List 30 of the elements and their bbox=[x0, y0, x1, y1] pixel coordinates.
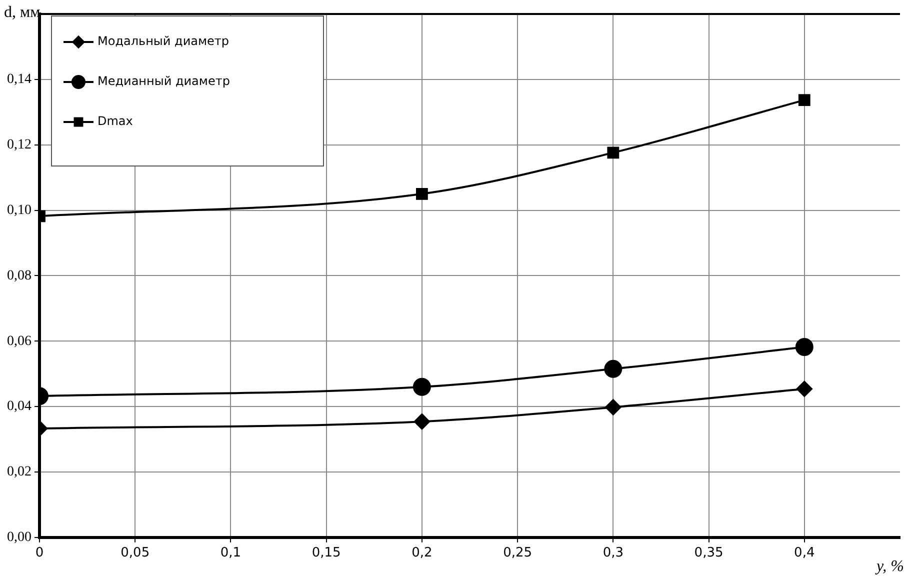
x-tick-label: 0,2 bbox=[412, 546, 432, 561]
x-tick-label: 0,1 bbox=[220, 546, 242, 561]
y-tick-label: 0,00 bbox=[7, 530, 32, 546]
point bbox=[604, 360, 622, 378]
y-tick-label: 0,08 bbox=[7, 268, 32, 284]
y-tick-label: 0,12 bbox=[7, 138, 32, 153]
point bbox=[607, 146, 620, 159]
x-tick-label: 0,4 bbox=[794, 546, 815, 561]
point bbox=[412, 378, 431, 396]
y-tick-label: 0,02 bbox=[7, 464, 32, 480]
x-tick-label: 0,15 bbox=[312, 546, 341, 561]
y-tick-label: 0,06 bbox=[7, 334, 32, 349]
point bbox=[416, 188, 428, 200]
x-tick-label: 0,05 bbox=[120, 546, 150, 561]
point bbox=[796, 380, 812, 397]
legend-label: Dmax bbox=[98, 114, 133, 128]
y-tick-label: 0,14 bbox=[7, 72, 32, 88]
x-tick-label: 0,3 bbox=[602, 546, 624, 561]
y-tick-label: 0,04 bbox=[7, 399, 32, 414]
point bbox=[798, 94, 810, 106]
point bbox=[795, 338, 814, 356]
x-tick-label: 0 bbox=[35, 546, 44, 561]
x-tick-label: 0,25 bbox=[503, 546, 532, 561]
legend-label: Медианный диаметр bbox=[98, 74, 230, 88]
point bbox=[605, 399, 622, 416]
x-axis-title: y, % bbox=[876, 558, 904, 576]
legend-label: Модальный диаметр bbox=[98, 34, 230, 48]
point bbox=[414, 414, 430, 430]
y-tick-label: 0,10 bbox=[7, 202, 32, 218]
x-tick-label: 0,35 bbox=[694, 546, 724, 561]
